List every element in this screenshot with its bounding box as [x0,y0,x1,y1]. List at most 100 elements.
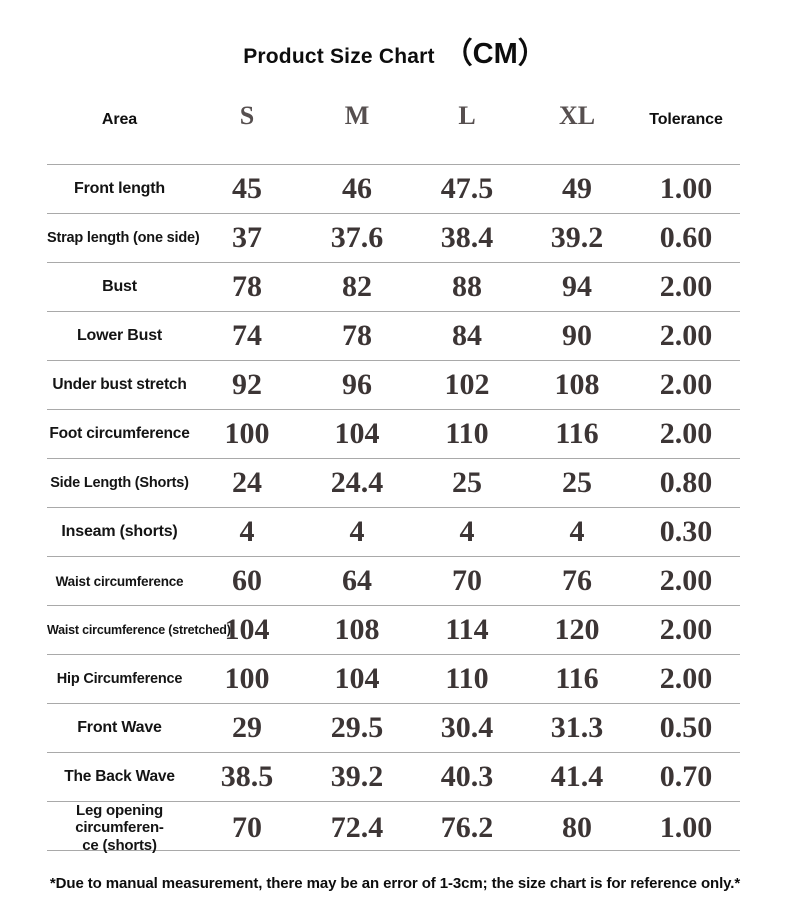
value-l: 30.4 [440,711,494,744]
table-row: Under bust stretch 92 96 102 108 2.00 [47,360,740,409]
value-s: 74 [232,319,262,352]
value-l: 110 [445,417,489,450]
value-m: 29.5 [330,711,384,744]
column-header-s: S [239,101,255,130]
value-l: 47.5 [440,172,494,205]
row-label: Side Length (Shorts) [50,475,189,491]
value-m: 96 [342,368,372,401]
row-label: Foot circumference [49,425,190,442]
row-label: Waist circumference (stretched) [47,623,231,637]
table-row: Hip Circumference 100 104 110 116 2.00 [47,654,740,703]
column-header-m: M [344,101,370,130]
row-label: Front length [74,180,165,197]
value-l: 114 [445,613,489,646]
value-tolerance: 2.00 [659,417,713,450]
value-xl: 116 [555,662,599,695]
row-label: Bust [102,278,137,295]
table-row: Side Length (Shorts) 24 24.4 25 25 0.80 [47,458,740,507]
table-header: Area S M L XL Tolerance [47,101,740,131]
value-l: 4 [459,515,475,548]
value-l: 76.2 [440,810,494,844]
value-m: 37.6 [330,221,384,254]
value-xl: 90 [562,319,592,352]
value-l: 88 [452,270,482,303]
row-label: Hip Circumference [56,671,183,687]
row-label: Strap length (one side) [47,230,200,246]
value-l: 70 [452,564,482,597]
value-tolerance: 0.80 [659,466,713,499]
value-xl: 76 [562,564,592,597]
value-s: 37 [232,221,262,254]
value-l: 102 [444,368,490,401]
value-xl: 108 [554,368,600,401]
column-header-area: Area [101,111,138,128]
row-label: The Back Wave [64,768,175,785]
value-xl: 25 [562,466,592,499]
value-s: 104 [224,613,270,646]
value-l: 38.4 [440,221,494,254]
row-label: Front Wave [77,719,162,736]
value-tolerance: 0.70 [659,760,713,793]
value-s: 70 [232,810,262,844]
value-s: 92 [232,368,262,401]
title-text: Product Size Chart [243,45,435,68]
value-tolerance: 2.00 [659,564,713,597]
value-tolerance: 2.00 [659,613,713,646]
table-body: Front length 45 46 47.5 49 1.00 Strap le… [47,164,740,854]
value-m: 39.2 [330,760,384,793]
value-m: 24.4 [330,466,384,499]
table-row: The Back Wave 38.5 39.2 40.3 41.4 0.70 [47,752,740,801]
row-label: Lower Bust [76,327,163,344]
table-row: Waist circumference 60 64 70 76 2.00 [47,556,740,605]
value-s: 4 [239,515,255,548]
value-xl: 120 [554,613,600,646]
column-header-tolerance: Tolerance [649,111,723,128]
value-tolerance: 0.50 [659,711,713,744]
value-s: 60 [232,564,262,597]
table-row: Inseam (shorts) 4 4 4 4 0.30 [47,507,740,556]
value-m: 4 [349,515,365,548]
column-header-l: L [458,101,476,130]
page-title: Product Size Chart （CM） [0,0,790,72]
value-s: 38.5 [220,760,274,793]
value-tolerance: 0.60 [659,221,713,254]
row-label: Leg opening circumferen- ce (shorts) [75,802,164,854]
value-tolerance: 2.00 [659,662,713,695]
value-tolerance: 0.30 [659,515,713,548]
value-tolerance: 1.00 [659,810,713,844]
footnote: *Due to manual measurement, there may be… [49,875,741,892]
row-label: Waist circumference [55,573,184,589]
value-m: 82 [342,270,372,303]
value-s: 45 [232,172,262,205]
value-s: 100 [224,662,270,695]
value-tolerance: 2.00 [659,270,713,303]
value-l: 84 [452,319,482,352]
table-row: Leg opening circumferen- ce (shorts) 70 … [47,801,740,854]
row-label: Under bust stretch [52,376,187,393]
value-m: 104 [334,662,380,695]
table-row: Strap length (one side) 37 37.6 38.4 39.… [47,213,740,262]
value-tolerance: 2.00 [659,319,713,352]
row-label: Inseam (shorts) [61,523,178,540]
value-xl: 41.4 [550,760,604,793]
value-xl: 80 [562,810,592,844]
value-m: 64 [342,564,372,597]
value-tolerance: 2.00 [659,368,713,401]
value-l: 110 [445,662,489,695]
value-m: 46 [342,172,372,205]
value-s: 100 [224,417,270,450]
value-m: 104 [334,417,380,450]
value-xl: 94 [562,270,592,303]
value-xl: 31.3 [550,711,604,744]
value-xl: 116 [555,417,599,450]
value-m: 78 [342,319,372,352]
table-row: Front length 45 46 47.5 49 1.00 [47,164,740,213]
column-header-xl: XL [558,101,596,130]
title-unit-cm: （CM） [443,38,547,70]
value-s: 24 [232,466,262,499]
table-row: Front Wave 29 29.5 30.4 31.3 0.50 [47,703,740,752]
value-m: 108 [334,613,380,646]
size-table: Area S M L XL Tolerance Front length 45 … [47,101,740,854]
value-s: 78 [232,270,262,303]
value-m: 72.4 [330,810,384,844]
